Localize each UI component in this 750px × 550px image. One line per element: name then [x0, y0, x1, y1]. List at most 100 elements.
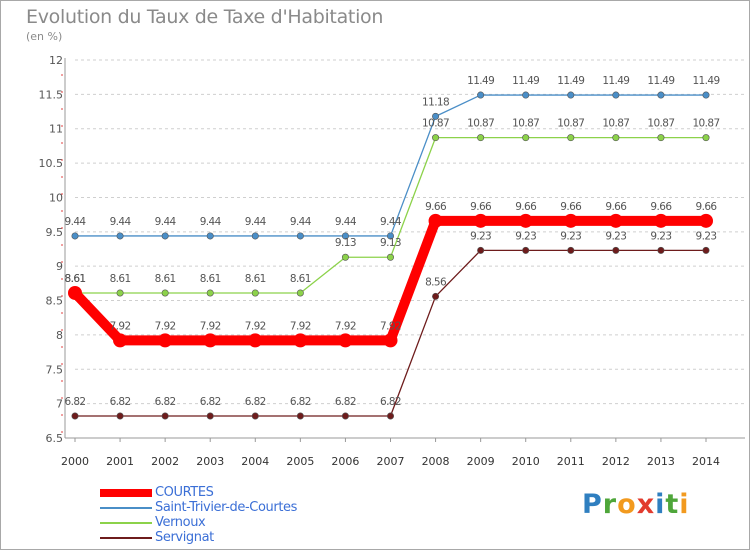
data-label: 10.87: [557, 118, 584, 130]
data-point: [612, 91, 620, 99]
data-label: 6.82: [200, 396, 221, 408]
data-point: [113, 333, 128, 348]
data-label: 8.61: [290, 273, 311, 285]
data-label: 11.49: [467, 75, 494, 87]
data-point: [563, 213, 578, 228]
data-point: [341, 253, 349, 261]
data-point: [386, 253, 394, 261]
data-label: 11.49: [557, 75, 584, 87]
data-point: [386, 412, 394, 420]
data-label: 9.23: [470, 230, 491, 242]
data-label: 9.23: [650, 230, 671, 242]
data-point: [657, 246, 665, 254]
data-label: 10.87: [602, 118, 629, 130]
data-label: 9.44: [110, 216, 132, 228]
y-tick-label: 10: [49, 191, 63, 204]
data-label: 9.44: [200, 216, 222, 228]
data-point: [68, 285, 82, 300]
data-point: [206, 412, 214, 420]
data-label: 10.87: [647, 118, 674, 130]
data-label: 9.13: [380, 237, 401, 249]
data-label: 8.61: [200, 273, 221, 285]
data-label: 9.44: [380, 216, 402, 228]
data-point: [338, 333, 353, 348]
data-label: 9.44: [245, 216, 267, 228]
data-label: 9.23: [605, 230, 626, 242]
data-label: 9.66: [425, 201, 447, 213]
logo-letter: x: [636, 489, 656, 520]
x-tick-label: 2007: [377, 455, 405, 468]
y-tick-label: 8.5: [46, 295, 64, 308]
x-tick-label: 2006: [331, 455, 359, 468]
data-label: 10.87: [467, 118, 494, 130]
x-tick-label: 2004: [241, 455, 269, 468]
data-point: [657, 91, 665, 99]
data-point: [161, 232, 169, 240]
chart-title: Evolution du Taux de Taxe d'Habitation: [26, 6, 384, 28]
data-point: [567, 246, 575, 254]
data-point: [293, 333, 308, 348]
legend-label: Vernoux: [155, 515, 206, 530]
series-lines: [68, 91, 713, 420]
data-label: 11.49: [647, 75, 674, 87]
data-label: 6.82: [110, 396, 131, 408]
data-point: [477, 134, 485, 142]
data-point: [522, 91, 530, 99]
data-point: [653, 213, 668, 228]
data-point: [567, 91, 575, 99]
data-point: [116, 232, 124, 240]
data-point: [161, 289, 169, 297]
data-point: [161, 412, 169, 420]
axes: [61, 58, 745, 439]
data-label: 7.92: [110, 320, 131, 332]
y-tick-label: 11.5: [39, 88, 64, 101]
data-label: 6.82: [155, 396, 176, 408]
logo-letter: P: [582, 489, 603, 520]
data-label: 9.23: [560, 230, 581, 242]
x-tick-label: 2010: [512, 455, 540, 468]
y-tick-label: 9: [56, 260, 63, 273]
data-label: 6.82: [380, 396, 401, 408]
x-tick-label: 2011: [557, 455, 585, 468]
series-line-saint-trivier-de-courtes: [74, 94, 707, 237]
x-tick-label: 2009: [467, 455, 495, 468]
data-label: 6.82: [290, 396, 311, 408]
y-tick-label: 6.5: [46, 432, 64, 445]
data-point: [296, 232, 304, 240]
data-label: 9.23: [515, 230, 536, 242]
data-point: [296, 412, 304, 420]
data-point: [158, 333, 173, 348]
data-point: [71, 232, 79, 240]
x-tick-label: 2014: [692, 455, 720, 468]
data-label: 7.92: [200, 320, 221, 332]
y-tick-label: 11: [49, 123, 63, 136]
y-tick-label: 7: [56, 398, 63, 411]
logo-letter: i: [679, 489, 690, 520]
y-axis-ticks: 6.5 7 7.5 8 8.5 9 9.5 10 10.5 11 11.5 12: [39, 54, 64, 445]
data-label: 9.13: [335, 237, 356, 249]
data-point: [203, 333, 218, 348]
data-point: [206, 289, 214, 297]
data-label: 10.87: [692, 118, 719, 130]
x-tick-label: 2005: [286, 455, 314, 468]
data-label: 10.87: [422, 118, 449, 130]
data-point: [699, 213, 713, 228]
legend-swatch: [100, 489, 152, 497]
legend-swatch: [100, 507, 152, 509]
data-point: [116, 412, 124, 420]
data-point: [251, 289, 259, 297]
data-point: [612, 134, 620, 142]
data-label: 11.49: [512, 75, 539, 87]
legend-label: COURTES: [155, 485, 214, 500]
data-point: [386, 232, 394, 240]
data-label: 11.49: [602, 75, 629, 87]
data-point: [702, 134, 710, 142]
x-tick-label: 2003: [196, 455, 224, 468]
data-label: 8.61: [65, 273, 86, 285]
x-tick-label: 2000: [61, 455, 89, 468]
data-point: [518, 213, 533, 228]
data-point: [567, 134, 575, 142]
data-point: [251, 232, 259, 240]
